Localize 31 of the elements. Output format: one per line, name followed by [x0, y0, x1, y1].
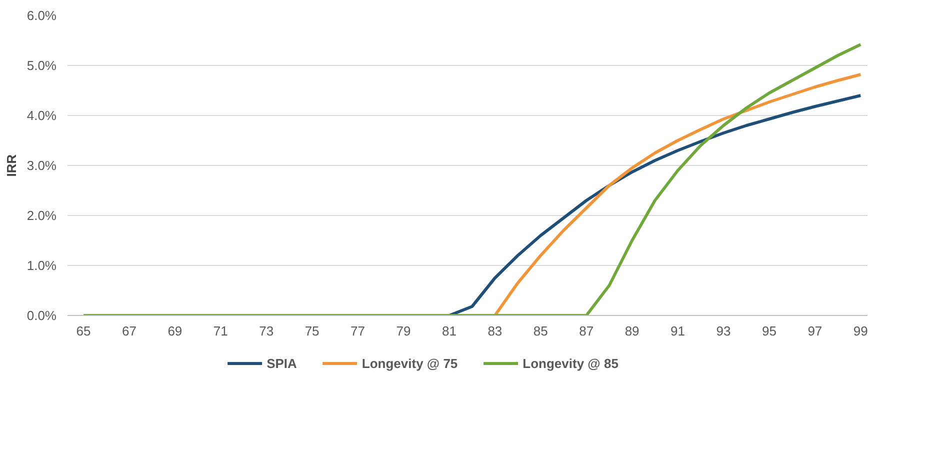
x-tick-label: 91 — [670, 324, 686, 338]
x-tick-label: 65 — [76, 324, 91, 338]
x-tick-label: 97 — [808, 324, 822, 338]
x-tick-label: 83 — [488, 324, 502, 338]
x-tick-label: 69 — [168, 324, 182, 338]
y-tick-label: 6.0% — [26, 8, 57, 23]
legend-label: Longevity @ 75 — [362, 356, 458, 370]
y-tick-label: 2.0% — [26, 208, 57, 223]
x-tick-label: 93 — [716, 324, 731, 338]
x-tick-label: 77 — [350, 324, 366, 338]
x-tick-label: 99 — [853, 324, 868, 338]
x-tick-label: 71 — [213, 324, 228, 338]
y-tick-label: 4.0% — [26, 108, 57, 123]
legend-label: SPIA — [266, 356, 297, 370]
legend-label: Longevity @ 85 — [522, 356, 618, 370]
y-tick-label: 1.0% — [26, 258, 57, 273]
y-tick-label: 5.0% — [26, 58, 57, 73]
x-tick-label: 75 — [304, 324, 320, 338]
x-tick-label: 85 — [533, 324, 548, 338]
y-tick-label: 0.0% — [26, 308, 57, 323]
x-tick-label: 79 — [396, 324, 411, 338]
x-tick-label: 87 — [579, 324, 594, 338]
x-tick-label: 67 — [122, 324, 136, 338]
x-tick-label: 89 — [624, 324, 640, 338]
x-tick-label: 95 — [762, 324, 776, 338]
line-series — [493, 73, 862, 316]
line-series — [82, 43, 862, 316]
y-tick-label: 3.0% — [26, 158, 57, 173]
x-tick-label: 73 — [259, 324, 274, 338]
y-axis-title: IRR — [4, 154, 19, 177]
x-tick-label: 81 — [442, 324, 456, 338]
